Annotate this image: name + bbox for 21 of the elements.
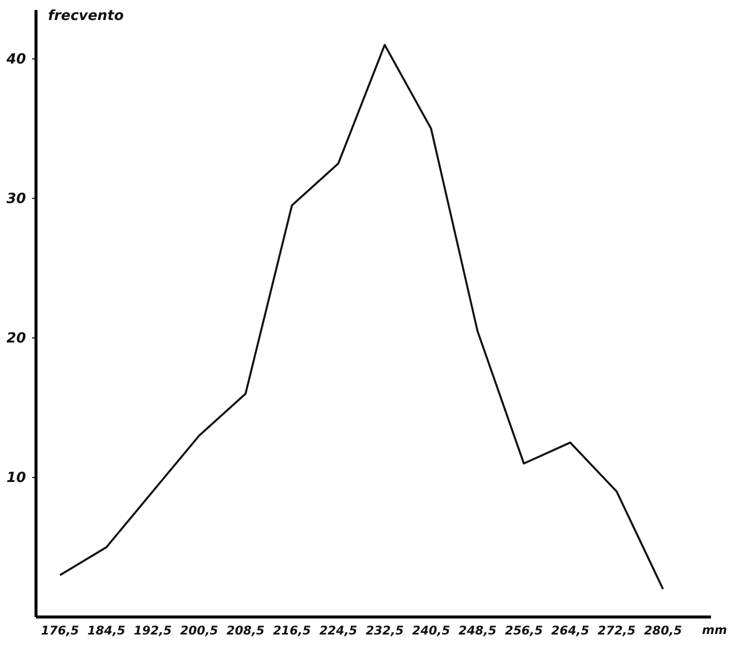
x-tick-label: 176,5 bbox=[41, 623, 79, 638]
x-tick-label: 208,5 bbox=[226, 623, 265, 638]
x-tick-label: 224,5 bbox=[319, 623, 358, 638]
y-axis-title: frecvento bbox=[48, 8, 124, 24]
y-tick-label: 10 bbox=[6, 470, 26, 486]
x-tick-label: 184,5 bbox=[87, 623, 126, 638]
y-tick-label: 30 bbox=[6, 190, 26, 207]
x-tick-label: 192,5 bbox=[134, 623, 172, 638]
x-tick-label: 280,5 bbox=[644, 623, 682, 638]
x-axis-title: mm bbox=[702, 623, 727, 637]
x-tick-label: 248,5 bbox=[458, 623, 496, 638]
y-tick-label: 40 bbox=[6, 51, 26, 68]
x-tick-label: 240,5 bbox=[412, 623, 450, 638]
x-tick-label: 200,5 bbox=[180, 623, 218, 638]
x-tick-label: 216,5 bbox=[272, 623, 311, 638]
x-tick-label: 232,5 bbox=[366, 623, 404, 638]
y-tick-label: 20 bbox=[6, 330, 26, 346]
x-tick-label: 264,5 bbox=[551, 623, 590, 638]
line-series bbox=[59, 44, 664, 590]
x-tick-label: 272,5 bbox=[598, 623, 636, 638]
x-tick-label: 256,5 bbox=[504, 623, 543, 638]
